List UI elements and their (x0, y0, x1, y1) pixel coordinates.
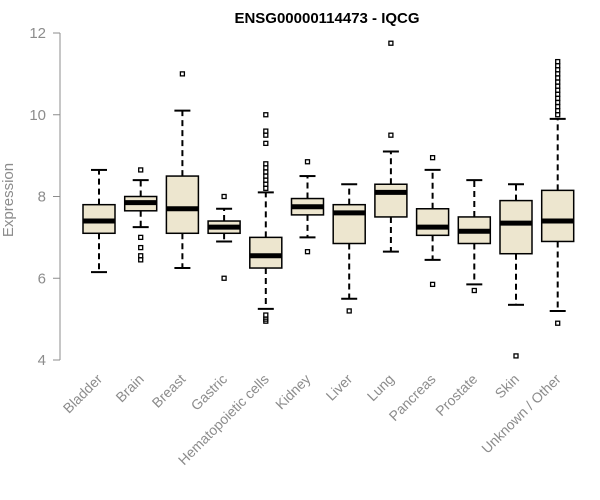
outlier-point (304, 249, 311, 255)
iqr-box (415, 208, 450, 237)
outlier-point (555, 67, 561, 73)
outlier-point (555, 91, 561, 97)
box-liver (332, 183, 366, 314)
outlier-point (555, 83, 561, 89)
outlier-point (263, 312, 269, 318)
y-tick-label: 12 (29, 25, 46, 42)
x-tick-label: Unknown / Other (478, 371, 564, 457)
outlier-point (346, 308, 352, 314)
outlier-point (555, 95, 561, 102)
outlier-point (555, 79, 561, 85)
outlier-point (388, 132, 394, 138)
y-axis: 4 6 8 10 12 (29, 25, 61, 369)
y-tick-label: 4 (38, 352, 46, 369)
outlier-point (471, 287, 477, 294)
box-pancreas (415, 155, 450, 288)
outlier-point (429, 281, 436, 288)
outlier-point (263, 112, 269, 118)
outlier-point (138, 253, 144, 259)
outlier-point (555, 108, 561, 114)
y-tick-label: 6 (38, 270, 46, 287)
outlier-point (263, 161, 269, 167)
box-brain (123, 167, 158, 263)
outlier-point (555, 320, 561, 326)
outlier-point (555, 75, 561, 81)
outlier-point (138, 257, 144, 263)
iqr-box (540, 189, 575, 243)
outlier-point (138, 234, 144, 241)
box-kidney (290, 159, 325, 255)
box-prostate (457, 179, 492, 294)
outlier-point (263, 169, 269, 175)
outlier-point (263, 177, 269, 183)
outlier-point (555, 99, 561, 106)
box-skin (499, 183, 533, 359)
outlier-point (555, 63, 561, 69)
outlier-point (179, 71, 186, 77)
outlier-point (138, 244, 144, 251)
outlier-point (555, 71, 561, 77)
chart-title: ENSG00000114473 - IQCG (234, 10, 419, 27)
iqr-box (165, 175, 200, 235)
x-tick-label: Prostate (432, 371, 480, 419)
outlier-point (555, 103, 561, 110)
x-tick-label: Brain (112, 371, 146, 405)
x-tick-label: Breast (149, 371, 189, 411)
outlier-point (304, 159, 311, 165)
outlier-point (263, 165, 269, 171)
iqr-box (374, 183, 408, 218)
y-tick-label: 10 (29, 107, 46, 124)
outlier-point (221, 193, 227, 200)
outlier-point (263, 128, 269, 134)
outlier-point (221, 275, 227, 281)
outlier-point (263, 181, 269, 187)
x-tick-label: Liver (323, 371, 356, 404)
outlier-point (429, 155, 436, 161)
outlier-point (138, 167, 144, 173)
box-series (82, 40, 575, 359)
x-tick-label: Skin (492, 371, 523, 402)
box-hematopoietic-cells (249, 112, 283, 324)
outlier-point (555, 87, 561, 93)
x-tick-label: Bladder (60, 371, 106, 417)
outlier-point (513, 353, 519, 359)
outlier-point (263, 140, 269, 147)
iqr-box (249, 236, 283, 269)
outlier-point (555, 112, 561, 118)
outlier-point (263, 185, 269, 191)
box-gastric (207, 193, 241, 281)
x-tick-label: Kidney (272, 371, 314, 413)
box-breast (165, 71, 200, 270)
box-bladder (82, 168, 116, 274)
iqr-box (499, 199, 533, 255)
x-tick-label: Lung (364, 371, 397, 404)
y-axis-label: Expression (0, 163, 17, 237)
box-unknown-other (540, 58, 575, 326)
box-lung (374, 40, 408, 253)
outlier-point (263, 318, 269, 324)
outlier-point (263, 132, 269, 138)
outlier-point (388, 40, 394, 46)
outlier-point (263, 173, 269, 179)
outlier-point (555, 58, 561, 65)
y-tick-label: 8 (38, 189, 46, 206)
